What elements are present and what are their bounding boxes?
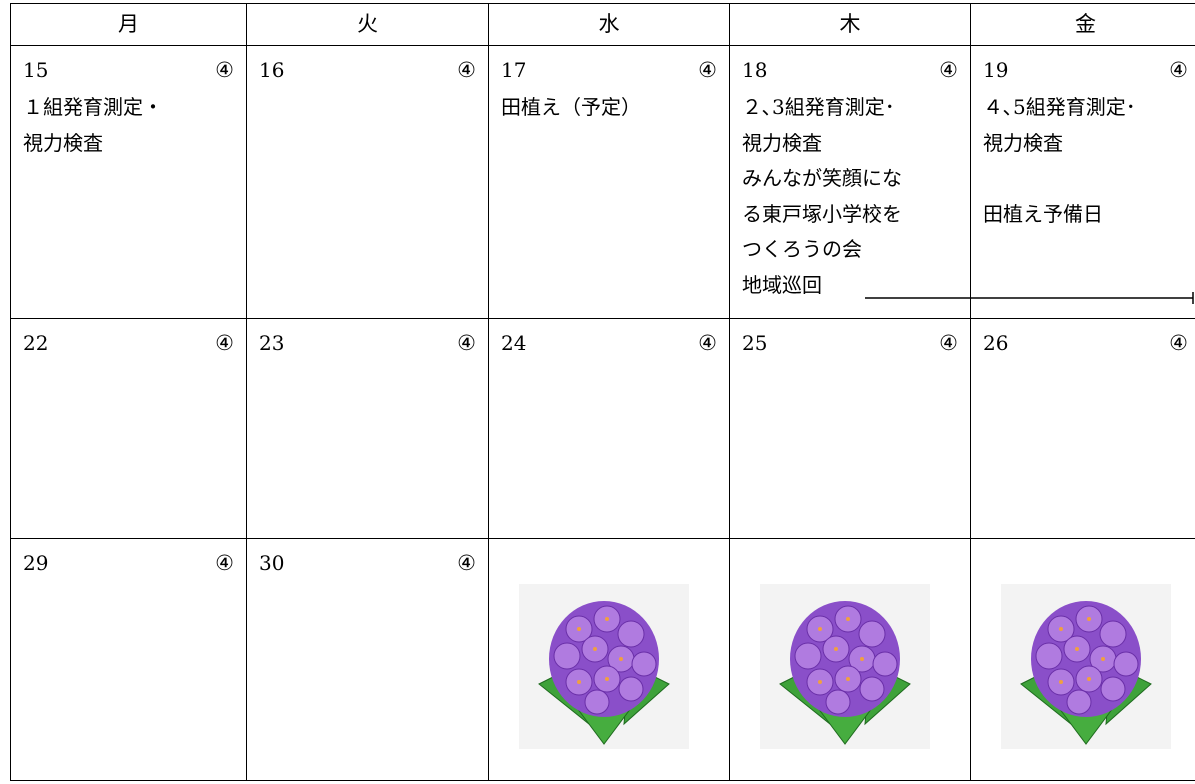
date: 24 <box>501 331 527 355</box>
day-cell: 22 ④ <box>10 318 246 538</box>
header-cell: 月 <box>10 3 246 45</box>
period-mark: ④ <box>457 331 476 355</box>
date: 17 <box>501 58 527 82</box>
day-cell: 17 ④ 田植え（予定） <box>488 45 729 318</box>
period-mark: ④ <box>215 331 234 355</box>
events: ４､5組発育測定･ 視力検査田植え予備日 <box>983 90 1136 232</box>
date: 22 <box>23 331 49 355</box>
day-cell: 15 ④ １組発育測定・ 視力検査 <box>10 45 246 318</box>
event-line: 地域巡回 <box>742 272 822 297</box>
event-line: 視力検査 <box>742 130 822 155</box>
day-name: 火 <box>357 12 378 36</box>
day-name: 金 <box>1075 12 1096 36</box>
hydrangea-image <box>519 584 689 749</box>
period-mark: ④ <box>1169 331 1188 355</box>
event-line: ４､5組発育測定･ <box>983 95 1136 119</box>
day-cell: 29 ④ <box>10 538 246 781</box>
events: １組発育測定・ 視力検査 <box>23 90 163 161</box>
period-mark: ④ <box>1169 58 1188 82</box>
day-name: 月 <box>118 12 139 36</box>
date: 18 <box>742 58 768 82</box>
header-cell: 金 <box>970 3 1195 45</box>
day-cell <box>488 538 729 781</box>
event-note: 田植え予備日 <box>983 201 1103 226</box>
event-line: 視力検査 <box>983 130 1063 155</box>
date: 26 <box>983 331 1009 355</box>
header-cell: 火 <box>246 3 488 45</box>
event-line: ２､3組発育測定･ <box>742 95 895 119</box>
hydrangea-image <box>760 584 930 749</box>
date: 30 <box>259 551 285 575</box>
period-mark: ④ <box>698 58 717 82</box>
header-cell: 水 <box>488 3 729 45</box>
event-line: 田植え（予定） <box>501 95 641 119</box>
date: 16 <box>259 58 285 82</box>
day-cell: 24 ④ <box>488 318 729 538</box>
period-mark: ④ <box>457 58 476 82</box>
event-line: 視力検査 <box>23 130 103 155</box>
event-line: １組発育測定・ <box>23 95 163 119</box>
day-cell <box>729 538 970 781</box>
date: 23 <box>259 331 285 355</box>
period-mark: ④ <box>215 58 234 82</box>
day-cell: 19 ④ ４､5組発育測定･ 視力検査田植え予備日 <box>970 45 1195 318</box>
event-line: つくろうの会 <box>742 237 862 261</box>
date: 19 <box>983 58 1009 82</box>
events: 田植え（予定） <box>501 90 641 126</box>
header-cell: 木 <box>729 3 970 45</box>
day-name: 水 <box>598 12 620 36</box>
day-cell <box>970 538 1195 781</box>
day-cell: 30 ④ <box>246 538 488 781</box>
day-cell: 16 ④ <box>246 45 488 318</box>
period-mark: ④ <box>457 551 476 575</box>
day-cell: 23 ④ <box>246 318 488 538</box>
date: 29 <box>23 551 49 575</box>
day-cell: 26 ④ <box>970 318 1195 538</box>
day-cell: 18 ④ ２､3組発育測定･ 視力検査みんなが笑顔にな る東戸塚小学校を つくろうの会 地域… <box>729 45 970 318</box>
date: 15 <box>23 58 49 82</box>
period-mark: ④ <box>939 331 958 355</box>
period-mark: ④ <box>215 551 234 575</box>
date: 25 <box>742 331 768 355</box>
event-line: る東戸塚小学校を <box>742 201 902 226</box>
event-line: みんなが笑顔にな <box>742 166 902 190</box>
period-mark: ④ <box>939 58 958 82</box>
day-cell: 25 ④ <box>729 318 970 538</box>
period-mark: ④ <box>698 331 717 355</box>
hydrangea-image <box>1001 584 1171 749</box>
day-name: 木 <box>839 12 861 36</box>
events: ２､3組発育測定･ 視力検査みんなが笑顔にな る東戸塚小学校を つくろうの会 地域巡回 <box>742 90 902 303</box>
